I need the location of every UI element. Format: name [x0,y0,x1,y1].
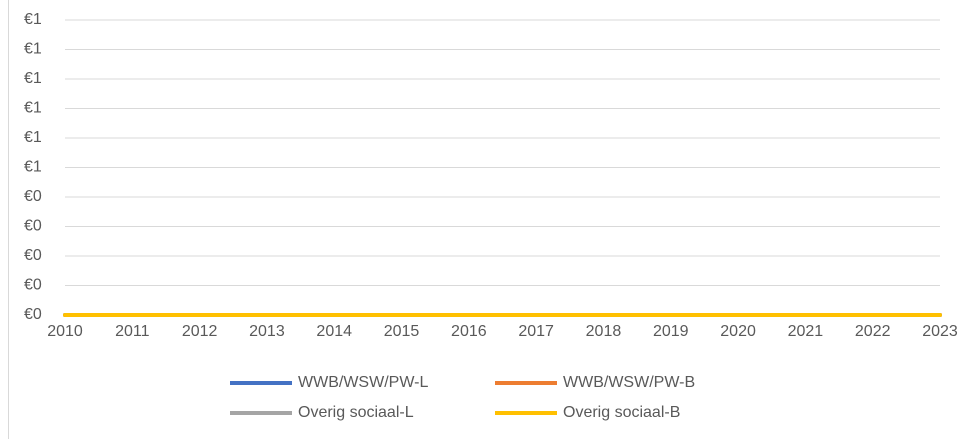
y-tick-label: €1 [24,70,42,87]
legend-label: Overig sociaal-B [563,404,680,421]
y-tick-label: €0 [24,218,42,235]
x-tick-label: 2015 [384,323,420,340]
y-tick-label: €0 [24,277,42,294]
x-tick-label: 2010 [47,323,83,340]
legend-label: WWB/WSW/PW-B [563,374,695,391]
x-tick-label: 2016 [451,323,487,340]
x-tick-label: 2017 [518,323,554,340]
x-tick-label: 2023 [922,323,958,340]
x-tick-label: 2022 [855,323,891,340]
x-tick-label: 2012 [182,323,218,340]
x-tick-label: 2013 [249,323,285,340]
x-tick-label: 2011 [115,323,150,340]
y-tick-label: €1 [24,100,42,117]
x-tick-label: 2020 [720,323,756,340]
x-tick-label: 2019 [653,323,689,340]
y-tick-label: €0 [24,188,42,205]
y-tick-label: €0 [24,306,42,323]
legend-label: WWB/WSW/PW-L [298,374,428,391]
y-tick-label: €1 [24,11,42,28]
y-tick-label: €1 [24,159,42,176]
y-tick-label: €1 [24,129,42,146]
y-tick-label: €0 [24,247,42,264]
legend-label: Overig sociaal-L [298,404,414,421]
x-tick-label: 2018 [586,323,622,340]
y-tick-label: €1 [24,41,42,58]
x-tick-label: 2021 [788,323,824,340]
x-tick-label: 2014 [316,323,352,340]
